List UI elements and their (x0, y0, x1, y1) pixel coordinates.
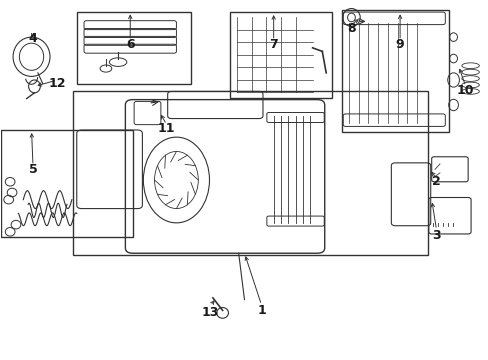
Text: 4: 4 (29, 32, 37, 45)
Text: 5: 5 (29, 163, 37, 176)
Bar (229, 12, 331, 98)
Bar (1, 130, 132, 237)
Text: 1: 1 (257, 304, 265, 317)
Text: 11: 11 (158, 122, 175, 135)
Text: 12: 12 (48, 77, 66, 90)
Text: 2: 2 (431, 175, 440, 188)
Text: 7: 7 (269, 38, 278, 51)
Text: 6: 6 (126, 38, 134, 51)
Text: 9: 9 (395, 38, 404, 51)
Bar (341, 10, 448, 132)
Text: 13: 13 (202, 306, 219, 319)
Text: 10: 10 (456, 84, 473, 97)
Text: 8: 8 (346, 22, 355, 35)
Bar (77, 12, 191, 84)
Bar (73, 91, 427, 255)
Text: 3: 3 (431, 229, 440, 242)
